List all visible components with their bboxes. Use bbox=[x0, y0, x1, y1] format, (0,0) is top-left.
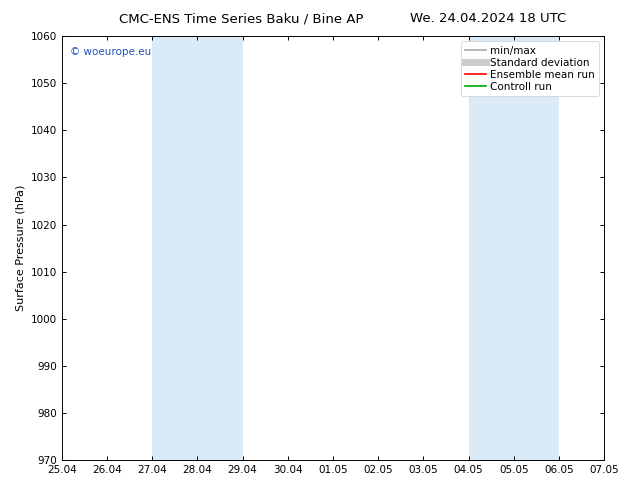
Text: We. 24.04.2024 18 UTC: We. 24.04.2024 18 UTC bbox=[410, 12, 566, 25]
Bar bbox=[152, 36, 243, 460]
Text: CMC-ENS Time Series Baku / Bine AP: CMC-ENS Time Series Baku / Bine AP bbox=[119, 12, 363, 25]
Bar bbox=[469, 36, 559, 460]
Legend: min/max, Standard deviation, Ensemble mean run, Controll run: min/max, Standard deviation, Ensemble me… bbox=[461, 41, 599, 96]
Y-axis label: Surface Pressure (hPa): Surface Pressure (hPa) bbox=[15, 185, 25, 311]
Text: © woeurope.eu: © woeurope.eu bbox=[70, 47, 151, 57]
